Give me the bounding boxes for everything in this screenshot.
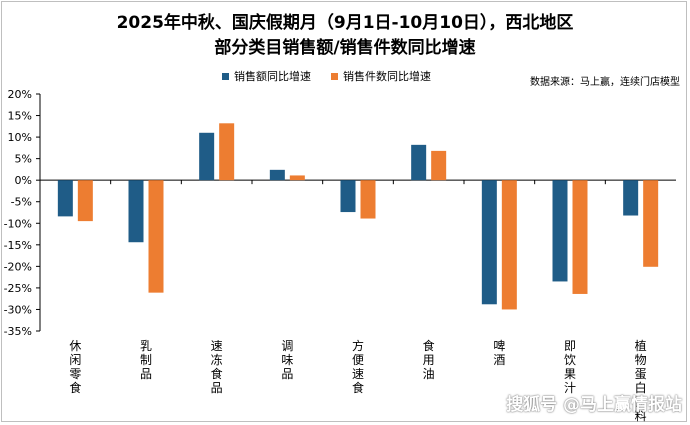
legend-swatch-sales (222, 72, 229, 80)
category-label-char: 汁 (564, 381, 576, 395)
y-tick-label: -15% (4, 239, 32, 252)
watermark: 搜狐号 @马上赢情报站 (506, 395, 682, 415)
bar-sales (552, 180, 568, 282)
bar-sales (623, 180, 639, 216)
category-label-char: 油 (423, 367, 435, 381)
category-label-char: 方 (352, 338, 364, 353)
category-label-char: 即 (564, 339, 576, 353)
category-label-char: 食 (69, 380, 81, 395)
y-tick-label: 10% (8, 131, 32, 144)
category-label-char: 制 (140, 353, 152, 367)
chart-title-line-2: 部分类目销售额/销售件数同比增速 (214, 38, 476, 58)
legend-item-sales: 销售额同比增速 (222, 68, 311, 84)
category-label-char: 零 (69, 367, 81, 381)
y-tick-label: 5% (15, 153, 32, 166)
bar-sales (199, 132, 215, 181)
legend-item-units: 销售件数同比增速 (331, 68, 431, 84)
bar-sales (57, 180, 73, 217)
category-label-char: 乳 (140, 339, 152, 353)
category-label-char: 速 (352, 367, 364, 381)
bar-units (360, 180, 376, 219)
category-label-char: 用 (423, 353, 435, 367)
category-label-char: 酒 (493, 353, 505, 367)
category-label-char: 料 (635, 409, 647, 423)
bar-units (431, 150, 447, 181)
legend-label-sales: 销售额同比增速 (234, 70, 311, 83)
bar-sales (128, 180, 144, 243)
category-label-char: 冻 (211, 352, 223, 367)
category-label-char: 食 (352, 380, 364, 395)
category-label-char: 饮 (564, 353, 576, 367)
legend-label-units: 销售件数同比增速 (343, 70, 431, 83)
category-label-char: 植 (635, 338, 647, 353)
y-tick-label: -5% (11, 196, 32, 209)
category-label-char: 果 (564, 367, 576, 381)
category-label-char: 食 (423, 338, 435, 353)
category-label-char: 白 (635, 380, 647, 395)
category-label-char: 味 (281, 353, 293, 367)
bar-units (219, 123, 235, 181)
category-label-char: 闲 (69, 353, 81, 367)
category-label-char: 调 (281, 339, 293, 353)
chart-title-line-1: 2025年中秋、国庆假期月（9月1日-10月10日），西北地区 (116, 13, 574, 33)
y-tick-label: -35% (4, 325, 32, 338)
data-source-note: 数据来源：马上赢，连续门店模型 (530, 77, 680, 88)
y-tick-label: -10% (4, 217, 32, 230)
category-label-char: 休 (69, 339, 81, 353)
category-label-char: 品 (140, 367, 152, 381)
category-label-char: 物 (635, 353, 647, 367)
category-label-char: 蛋 (635, 367, 647, 381)
bar-sales (481, 180, 497, 305)
category-label-char: 饮 (635, 395, 647, 409)
category-label-char: 速 (211, 339, 223, 353)
y-tick-label: 15% (8, 110, 32, 123)
legend: 销售额同比增速 销售件数同比增速 (222, 68, 431, 84)
bar-units (643, 180, 659, 267)
y-tick-label: -20% (4, 260, 32, 273)
category-label-char: 便 (352, 353, 364, 367)
category-label-char: 啤 (493, 338, 505, 353)
bar-sales (340, 180, 356, 213)
y-tick-label: 20% (8, 88, 32, 101)
y-tick-label: -30% (4, 303, 32, 316)
bar-units (501, 180, 517, 310)
bar-units (289, 175, 305, 181)
bar-units (148, 180, 164, 293)
category-label-char: 食 (211, 366, 223, 381)
y-tick-label: -25% (4, 282, 32, 295)
bar-units (572, 180, 588, 294)
y-tick-label: 0% (15, 174, 32, 187)
bar-units (77, 180, 93, 222)
category-label-char: 品 (281, 367, 293, 381)
legend-swatch-units (331, 72, 338, 80)
bar-sales (269, 169, 285, 181)
category-label-char: 品 (211, 381, 223, 395)
bar-sales (411, 144, 427, 181)
